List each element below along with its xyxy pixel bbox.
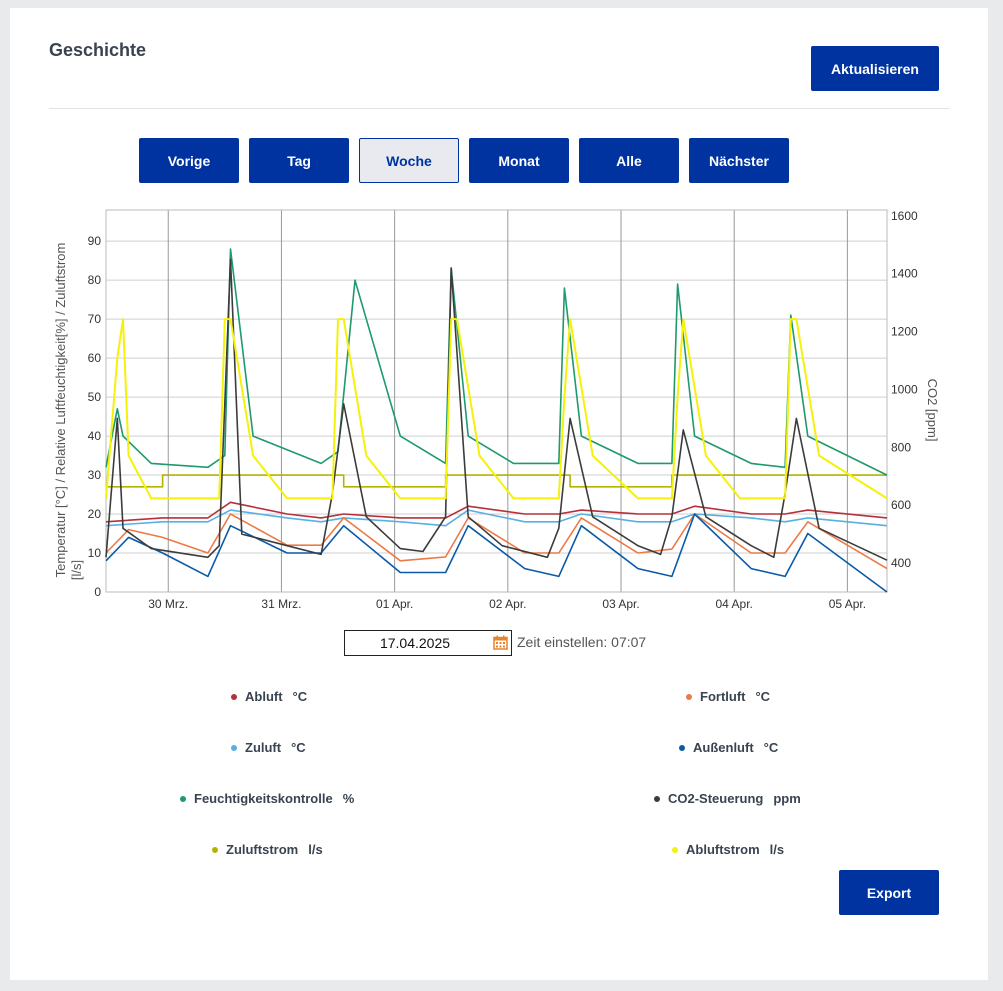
y-tick-left: 90 <box>88 234 102 248</box>
x-tick-label: 04 Apr. <box>716 597 753 611</box>
day-button[interactable]: Tag <box>249 138 349 183</box>
legend-dot-icon <box>686 693 692 700</box>
date-picker[interactable]: 17.04.2025 <box>344 630 512 656</box>
y-tick-left: 50 <box>88 390 102 404</box>
y-tick-right: 1200 <box>891 325 918 339</box>
prev-button[interactable]: Vorige <box>139 138 239 183</box>
legend-item-fortluft[interactable]: Fortluft °C <box>686 689 770 704</box>
series-line-abluft <box>105 501 888 523</box>
legend-dot-icon <box>231 693 237 700</box>
legend-item-co2[interactable]: CO2-Steuerung ppm <box>654 791 801 806</box>
date-input[interactable]: 17.04.2025 <box>379 635 451 651</box>
month-button[interactable]: Monat <box>469 138 569 183</box>
series-line-abluftstrom <box>105 318 888 500</box>
x-tick-label: 02 Apr. <box>489 597 526 611</box>
plot-frame <box>105 209 888 593</box>
x-tick-label: 03 Apr. <box>602 597 639 611</box>
legend-dot-icon <box>672 846 678 853</box>
legend-item-aussenluft[interactable]: Außenluft °C <box>679 740 778 755</box>
series-line-au-enluft <box>105 513 888 593</box>
export-button[interactable]: Export <box>839 870 939 915</box>
legend-item-zuluft[interactable]: Zuluft °C <box>231 740 306 755</box>
x-tick-label: 31 Mrz. <box>261 597 301 611</box>
y-tick-left: 70 <box>88 312 102 326</box>
series-line-co2-steuerung <box>105 258 888 561</box>
all-button[interactable]: Alle <box>579 138 679 183</box>
y-tick-left: 20 <box>88 507 102 521</box>
legend-dot-icon <box>679 744 685 751</box>
y-tick-left: 80 <box>88 273 102 287</box>
x-tick-label: 30 Mrz. <box>148 597 188 611</box>
x-tick-label: 05 Apr. <box>829 597 866 611</box>
legend-item-feuchtigkeit[interactable]: Feuchtigkeitskontrolle% <box>180 791 354 806</box>
legend-dot-icon <box>654 795 660 802</box>
history-chart: 0 10 20 30 40 50 60 70 80 90 400 600 800 1000 1200 1400… <box>53 209 940 611</box>
set-time-label: Zeit einstellen: 07:07 <box>517 634 647 650</box>
legend-item-zuluftstrom[interactable]: Zuluftstrom l/s <box>212 842 323 857</box>
y-tick-right: 400 <box>891 556 911 570</box>
header-divider <box>49 108 950 109</box>
calendar-icon[interactable] <box>493 635 508 650</box>
refresh-button[interactable]: Aktualisieren <box>811 46 939 91</box>
y-axis-label-left: Temperatur [°C] / Relative Luftfeuchtigk… <box>53 243 84 580</box>
week-button[interactable]: Woche <box>359 138 459 183</box>
legend-item-abluft[interactable]: Abluft °C <box>231 689 307 704</box>
series-line-feuchtigkeitskontrolle <box>105 248 888 476</box>
y-tick-left: 60 <box>88 351 102 365</box>
legend-dot-icon <box>180 795 186 802</box>
x-tick-label: 01 Apr. <box>376 597 413 611</box>
y-tick-right: 1600 <box>891 209 918 223</box>
y-tick-left: 10 <box>88 546 102 560</box>
y-axis-label-right: CO2 [ppm] <box>925 379 940 442</box>
page-title: Geschichte <box>49 40 147 60</box>
y-tick-left: 40 <box>88 429 102 443</box>
legend-dot-icon <box>231 744 237 751</box>
legend-dot-icon <box>212 846 218 853</box>
y-tick-right: 600 <box>891 498 911 512</box>
next-button[interactable]: Nächster <box>689 138 789 183</box>
series-line-zuluft <box>105 509 888 527</box>
legend-item-abluftstrom[interactable]: Abluftstrom l/s <box>672 842 784 857</box>
y-tick-right: 800 <box>891 440 911 454</box>
y-tick-right: 1000 <box>891 382 918 396</box>
y-tick-left: 0 <box>94 585 101 599</box>
y-tick-right: 1400 <box>891 267 918 281</box>
y-tick-left: 30 <box>88 468 102 482</box>
series-line-fortluft <box>105 513 888 570</box>
